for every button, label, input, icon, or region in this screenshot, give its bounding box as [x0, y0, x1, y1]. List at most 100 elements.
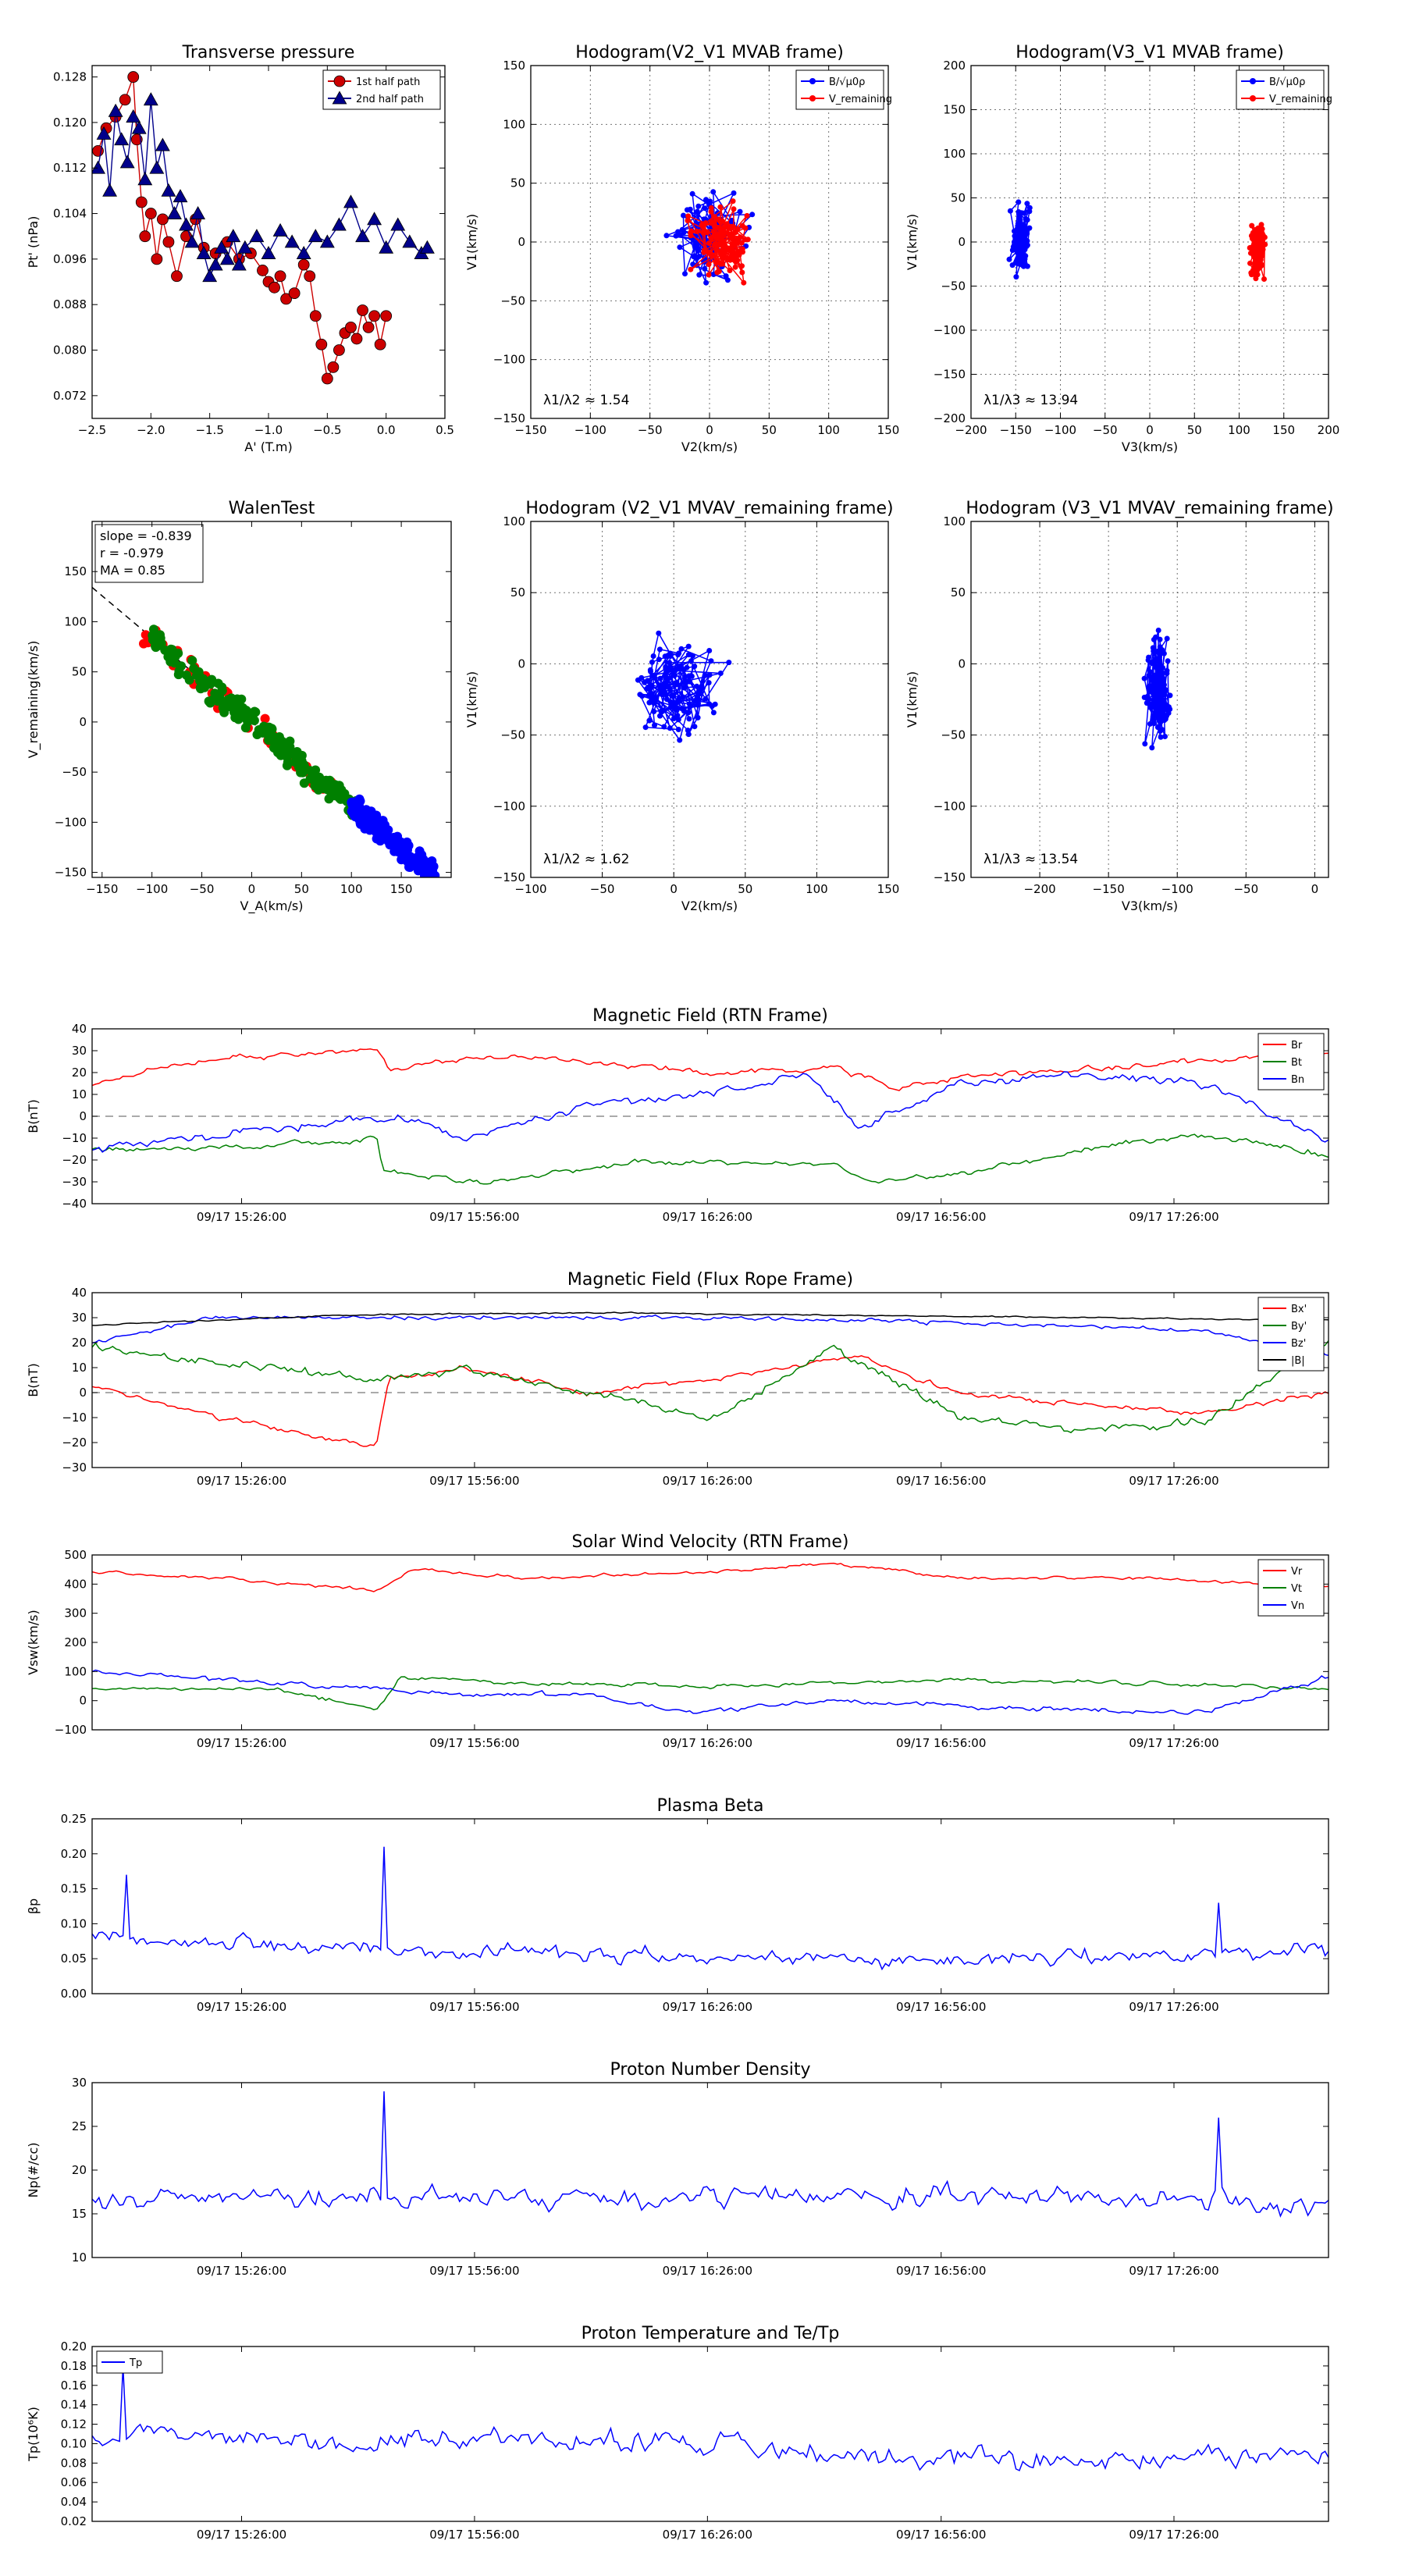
- data-point: [681, 674, 688, 680]
- panel-hodo-mvab-v2: λ1/λ2 ≈ 1.54 −150 −100 −50 0 50 100 150 −150 −100…: [464, 43, 899, 454]
- data-point: [675, 717, 681, 723]
- x-tick-label: −2.0: [137, 423, 165, 437]
- series-2: [347, 794, 440, 887]
- y-tick-label: 0.080: [53, 343, 87, 358]
- data-point: [1021, 226, 1026, 232]
- time-tick-label: 09/17 15:56:00: [429, 1736, 519, 1750]
- axes-frame: [530, 521, 889, 878]
- legend-label: Vt: [1291, 1583, 1302, 1595]
- y-tick-label: 0.128: [53, 70, 87, 84]
- y-axis-label: Vsw(km/s): [26, 1610, 41, 1674]
- legend-label: Bn: [1291, 1074, 1304, 1086]
- y-axis-label: Pt' (nPa): [26, 216, 41, 269]
- y-tick-label: 30: [72, 2076, 87, 2090]
- data-point: [1006, 256, 1012, 262]
- time-tick-label: 09/17 15:56:00: [429, 2000, 519, 2014]
- data-point: [717, 204, 724, 210]
- data-point: [741, 279, 747, 286]
- data-point: [1016, 199, 1022, 205]
- data-point: [214, 240, 229, 254]
- data-point: [679, 226, 685, 233]
- panel-hodo-mvab-v3: λ1/λ3 ≈ 13.94 −200 −150 −100 −50 0 50 100 150 200…: [905, 43, 1339, 454]
- data-point: [656, 630, 662, 636]
- data-point: [1162, 734, 1168, 739]
- y-tick-label: 30: [72, 1311, 87, 1325]
- plot-area: [92, 586, 440, 887]
- data-point: [257, 265, 269, 276]
- data-point: [670, 692, 676, 698]
- data-point: [694, 255, 700, 262]
- data-point: [155, 137, 170, 151]
- data-point: [671, 673, 678, 678]
- data-point: [139, 230, 151, 243]
- data-point: [694, 683, 700, 689]
- data-point: [166, 644, 176, 654]
- data-point: [667, 664, 674, 670]
- data-point: [713, 235, 719, 241]
- time-tick-label: 09/17 15:26:00: [197, 1210, 286, 1224]
- legend: Br Bt Bn: [1257, 1033, 1325, 1091]
- series-0: [1141, 628, 1173, 751]
- data-point: [652, 700, 658, 706]
- data-point: [724, 277, 731, 283]
- data-point: [108, 103, 123, 117]
- y-axis-label: B(nT): [26, 1099, 41, 1133]
- data-point: [656, 656, 662, 663]
- series-line-|B|: [92, 1311, 1329, 1326]
- data-point: [184, 675, 194, 685]
- data-point: [680, 694, 686, 700]
- data-point: [380, 310, 393, 322]
- panel-bfield-rtn: −40 −30 −20 −10 0 10 20 30 40 09/17 15:26:00 09/17…: [26, 1006, 1329, 1224]
- data-point: [1155, 628, 1161, 633]
- data-point: [1158, 734, 1164, 740]
- data-point: [663, 233, 670, 239]
- chart-title: Magnetic Field (Flux Rope Frame): [567, 1270, 853, 1290]
- panel-hodo-mvav-v3: λ1/λ3 ≈ 13.54 −150 −100 −50 0 50 100 −200 −150 −1…: [905, 499, 1334, 913]
- chart-title: Hodogram (V2_V1 MVAV_remaining frame): [525, 499, 893, 518]
- time-tick-label: 09/17 16:56:00: [896, 1736, 986, 1750]
- series-line-By': [92, 1340, 1329, 1434]
- data-point: [644, 685, 649, 692]
- data-point: [1155, 670, 1161, 676]
- data-point: [171, 270, 183, 283]
- data-point: [749, 212, 756, 218]
- x-tick-label: 150: [390, 882, 413, 896]
- x-tick-label: 100: [817, 423, 840, 437]
- legend: Vr Vt Vn: [1257, 1559, 1325, 1617]
- data-point: [1164, 635, 1170, 642]
- data-point: [1016, 222, 1023, 229]
- x-tick-label: 100: [340, 882, 363, 896]
- data-point: [189, 664, 199, 674]
- data-point: [687, 206, 693, 212]
- data-point: [1158, 685, 1165, 691]
- y-tick-label: −150: [934, 368, 966, 382]
- data-point: [163, 652, 173, 662]
- data-point: [727, 231, 733, 237]
- x-tick-label: −100: [574, 423, 606, 437]
- data-point: [429, 877, 439, 887]
- series-line-Vr: [92, 1562, 1329, 1592]
- x-tick-label: 50: [294, 882, 309, 896]
- data-point: [1157, 636, 1163, 642]
- y-axis-label: V1(km/s): [464, 214, 479, 270]
- data-point: [702, 265, 708, 272]
- data-point: [702, 696, 709, 702]
- y-tick-label: 0.14: [61, 2398, 87, 2412]
- x-tick-label: 150: [877, 423, 900, 437]
- y-tick-label: −150: [934, 870, 966, 884]
- data-point: [699, 683, 705, 689]
- data-point: [664, 696, 670, 703]
- y-axis-label: V1(km/s): [905, 214, 919, 270]
- data-point: [226, 229, 241, 243]
- data-point: [1147, 720, 1153, 727]
- y-tick-label: 0.06: [61, 2475, 87, 2489]
- y-tick-label: −150: [493, 870, 525, 884]
- data-point: [1147, 669, 1154, 675]
- data-point: [727, 268, 733, 273]
- data-point: [686, 701, 692, 707]
- time-tick-label: 09/17 15:26:00: [197, 2528, 286, 2542]
- data-point: [1016, 229, 1023, 236]
- axes-frame: [91, 1818, 1329, 1994]
- legend-label: Bt: [1291, 1057, 1302, 1069]
- panel-temperature: 0.02 0.04 0.06 0.08 0.10 0.12 0.14 0.16 0.18 0.20…: [26, 2324, 1329, 2542]
